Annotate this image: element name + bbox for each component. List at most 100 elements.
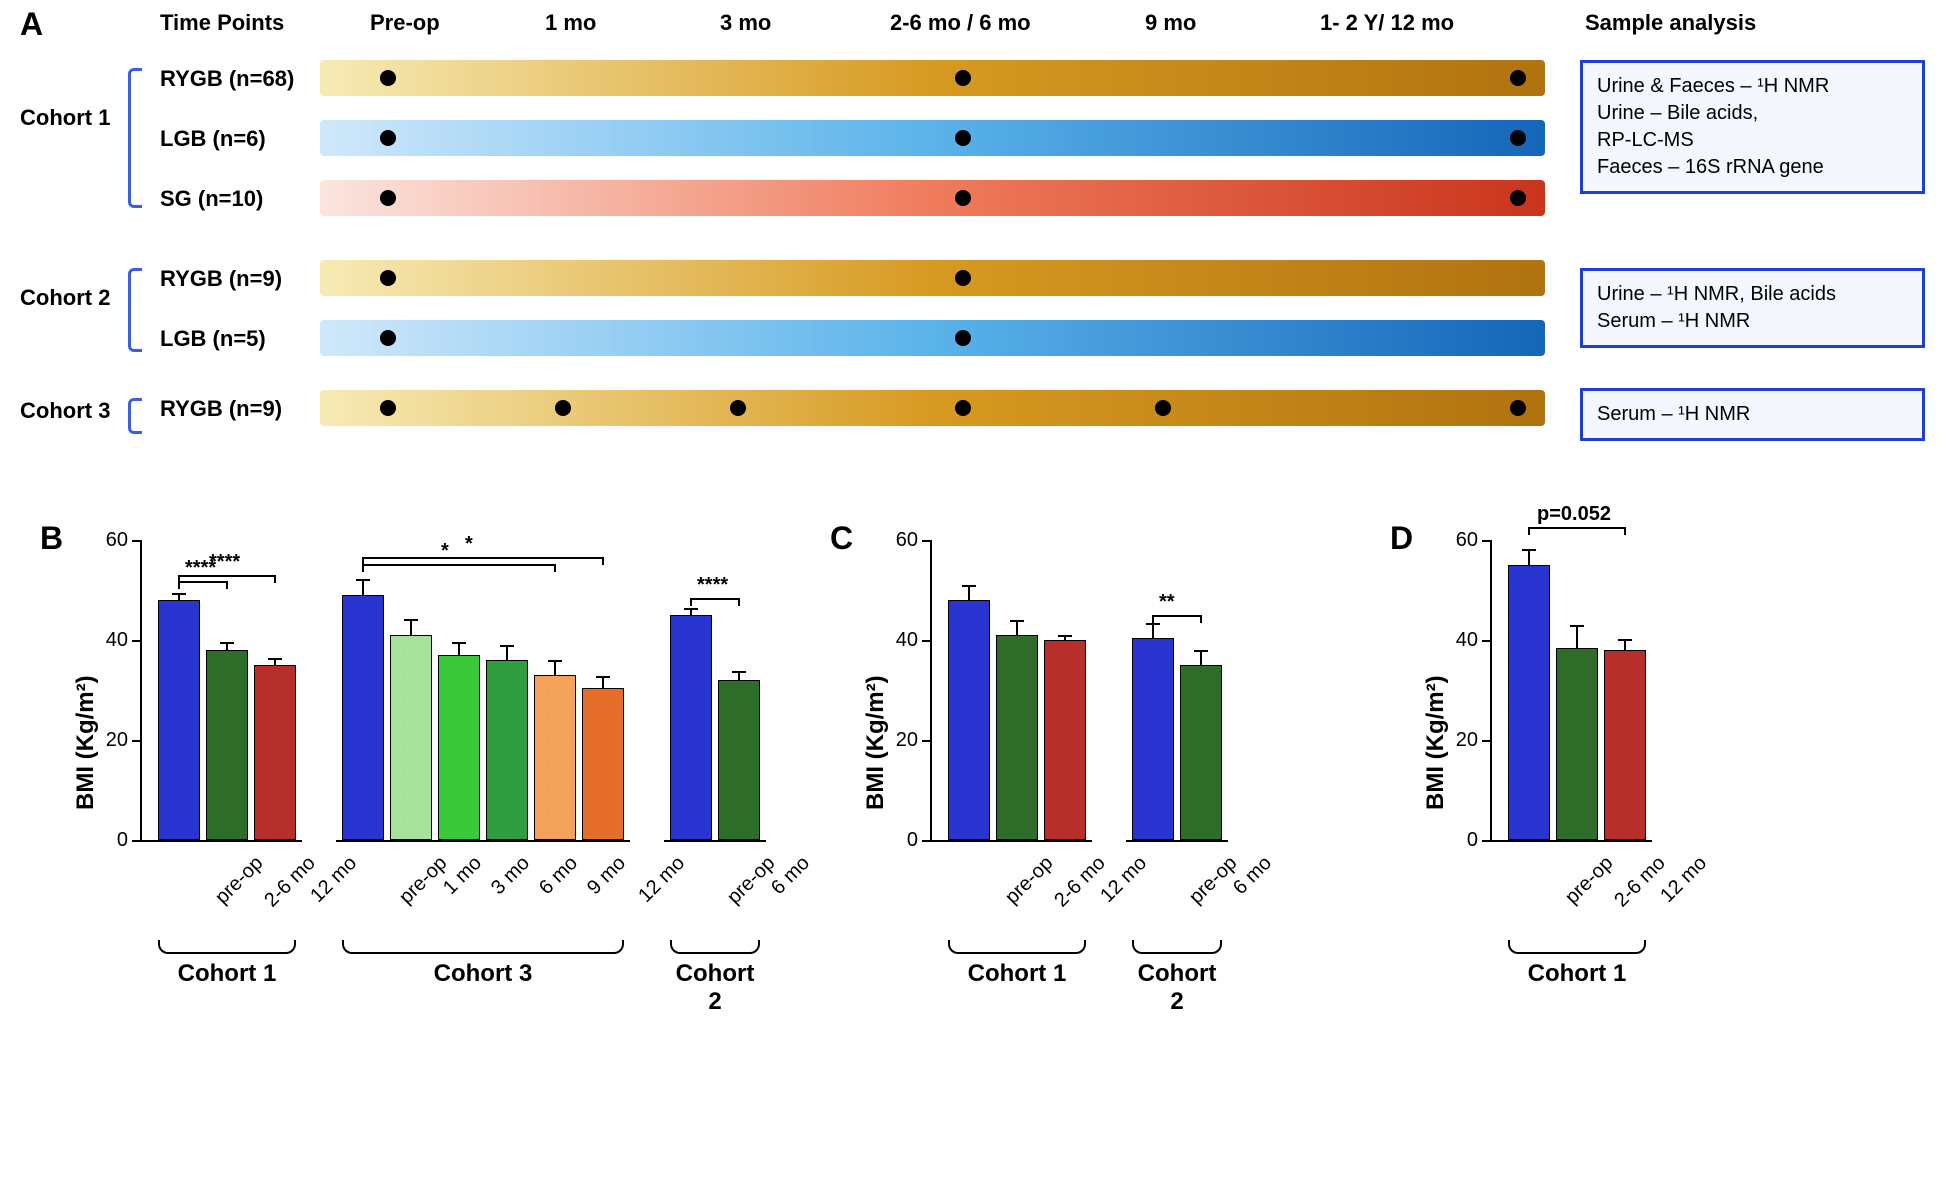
y-tick <box>132 640 140 642</box>
bar <box>438 655 480 840</box>
timepoint-dot <box>380 130 396 146</box>
y-tick-label: 0 <box>92 829 128 852</box>
error-cap <box>268 658 282 660</box>
timepoint-dot <box>1510 130 1526 146</box>
x-tick-label: 1 mo <box>439 852 487 900</box>
x-tick-label: 12 mo <box>1096 852 1152 908</box>
significance-tick <box>1528 527 1530 535</box>
significance-tick <box>1200 615 1202 623</box>
significance-text: **** <box>697 574 728 597</box>
y-tick <box>922 540 930 542</box>
timepoint-dot <box>380 70 396 86</box>
panel-c: CBMI (Kg/m²)0204060pre-op2-6 mo12 moCoho… <box>830 520 1350 1180</box>
x-tick-label: 6 mo <box>1229 852 1277 900</box>
timepoint-dot <box>1510 400 1526 416</box>
bar <box>158 600 200 840</box>
y-tick <box>132 740 140 742</box>
x-tick-label: pre-op <box>211 852 268 909</box>
error-cap <box>684 608 698 610</box>
cohort-label: Cohort 1 <box>20 105 110 131</box>
bar <box>1044 640 1086 840</box>
x-tick-label: 3 mo <box>487 852 535 900</box>
significance-tick <box>690 598 692 606</box>
error-cap <box>404 619 418 621</box>
cohort-brace-chart <box>948 940 1086 954</box>
y-tick <box>1482 740 1490 742</box>
x-tick-label: 2-6 mo <box>1050 852 1110 912</box>
x-tick-label: 12 mo <box>634 852 690 908</box>
panel-d: DBMI (Kg/m²)0204060pre-op2-6 mo12 moCoho… <box>1390 520 1810 1180</box>
timepoint-dot <box>380 270 396 286</box>
error-bar <box>1152 623 1154 638</box>
sample-analysis-box: Serum – ¹H NMR <box>1580 388 1925 441</box>
bar <box>1604 650 1646 840</box>
y-axis <box>1490 540 1492 840</box>
error-bar <box>1528 549 1530 566</box>
significance-text: **** <box>209 551 240 574</box>
x-tick-label: 12 mo <box>306 852 362 908</box>
significance-tick <box>1624 527 1626 535</box>
timepoint-dot <box>730 400 746 416</box>
cohort-text: Cohort 1 <box>1508 960 1646 988</box>
timeline-header: Sample analysis <box>1585 10 1756 36</box>
x-tick-label: pre-op <box>1001 852 1058 909</box>
significance-line <box>691 598 739 600</box>
cohort-text: Cohort 2 <box>1132 960 1222 1016</box>
timeline-header: Time Points <box>160 10 284 36</box>
timeline-bar <box>320 390 1545 426</box>
error-cap <box>596 676 610 678</box>
x-axis <box>930 840 1092 842</box>
error-cap <box>732 671 746 673</box>
timepoint-dot <box>1510 190 1526 206</box>
timepoint-dot <box>380 400 396 416</box>
y-tick-label: 40 <box>92 629 128 652</box>
x-axis <box>1490 840 1652 842</box>
timeline-header: Pre-op <box>370 10 440 36</box>
significance-text: * <box>441 540 449 563</box>
cohort-label: Cohort 2 <box>20 285 110 311</box>
significance-text: p=0.052 <box>1537 503 1611 526</box>
x-axis <box>336 840 630 842</box>
timepoint-dot <box>555 400 571 416</box>
y-tick <box>922 640 930 642</box>
bar <box>1508 565 1550 840</box>
bar <box>206 650 248 840</box>
x-tick-label: pre-op <box>1561 852 1618 909</box>
error-cap <box>220 642 234 644</box>
y-tick-label: 20 <box>882 729 918 752</box>
panel-a-label: A <box>20 6 43 43</box>
timepoint-dot <box>955 330 971 346</box>
error-bar <box>554 660 556 675</box>
significance-line <box>179 575 275 577</box>
y-tick <box>922 840 930 842</box>
error-cap <box>548 660 562 662</box>
significance-line <box>363 557 603 559</box>
error-bar <box>1576 625 1578 648</box>
timeline-bar <box>320 180 1545 216</box>
error-bar <box>1016 620 1018 635</box>
timeline-bar <box>320 260 1545 296</box>
y-tick <box>132 840 140 842</box>
bar <box>486 660 528 840</box>
arm-label: RYGB (n=9) <box>160 396 282 422</box>
significance-tick <box>362 564 364 572</box>
cohort-brace-chart <box>1508 940 1646 954</box>
significance-line <box>179 581 227 583</box>
significance-text: ** <box>1159 591 1175 614</box>
error-bar <box>1200 650 1202 665</box>
timepoint-dot <box>955 270 971 286</box>
cohort-text: Cohort 1 <box>948 960 1086 988</box>
bar <box>718 680 760 840</box>
significance-tick <box>1152 615 1154 623</box>
y-tick <box>1482 640 1490 642</box>
cohort-brace-chart <box>342 940 624 954</box>
arm-label: LGB (n=6) <box>160 126 266 152</box>
bar <box>534 675 576 840</box>
significance-line <box>363 564 555 566</box>
error-bar <box>968 585 970 600</box>
x-tick-label: 2-6 mo <box>260 852 320 912</box>
timeline-header: 1- 2 Y/ 12 mo <box>1320 10 1454 36</box>
x-tick-label: 9 mo <box>583 852 631 900</box>
significance-tick <box>738 598 740 606</box>
y-tick-label: 40 <box>882 629 918 652</box>
